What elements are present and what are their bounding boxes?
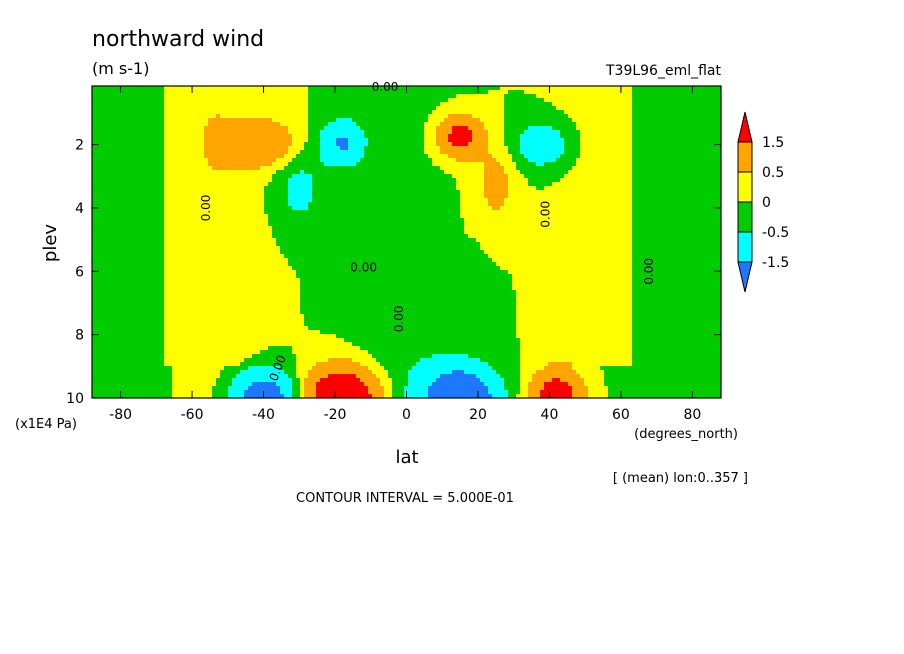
- colorbar-label: 0.5: [762, 165, 784, 181]
- x-tick-label: 40: [541, 407, 559, 423]
- colorbar-segment: [737, 141, 753, 173]
- contour-label: 0.00: [199, 195, 213, 222]
- contour-field: [92, 86, 721, 398]
- colorbar-segment: [737, 261, 753, 293]
- colorbar-label: -1.5: [762, 255, 789, 271]
- x-tick-label: -40: [252, 407, 275, 423]
- contour-label: 0.00: [538, 201, 552, 228]
- y-axis-units: (x1E4 Pa): [15, 417, 77, 432]
- footnote: [ (mean) lon:0..357 ]: [613, 471, 748, 486]
- x-tick-label: -20: [324, 407, 347, 423]
- x-axis-label: lat: [395, 447, 418, 468]
- x-tick-label: 20: [469, 407, 487, 423]
- colorbar-label: 1.5: [762, 135, 784, 151]
- colorbar-segment: [737, 231, 753, 263]
- x-tick-label: 60: [612, 407, 630, 423]
- dataset-label: T39L96_eml_flat: [605, 63, 722, 79]
- y-axis-label: plev: [40, 224, 61, 263]
- colorbar-segment: [737, 111, 753, 143]
- x-axis-units: (degrees_north): [634, 427, 738, 442]
- x-tick-label: 80: [683, 407, 701, 423]
- y-tick-label: 8: [75, 328, 84, 344]
- contour-label: 0.00: [642, 258, 656, 285]
- colorbar: 1.5 0.5 0 -0.5 -1.5: [737, 111, 789, 293]
- y-tick-label: 2: [75, 138, 84, 154]
- contour-label: 0.00: [350, 260, 377, 274]
- colorbar-label: 0: [762, 195, 771, 211]
- x-tick-label: 0: [402, 407, 411, 423]
- y-tick-label: 10: [66, 391, 84, 407]
- x-tick-label: -60: [181, 407, 204, 423]
- chart-units: (m s-1): [92, 59, 149, 78]
- chart-title: northward wind: [92, 27, 264, 52]
- contour-label: 0.00: [372, 80, 399, 94]
- colorbar-segment: [737, 201, 753, 233]
- colorbar-segment: [737, 171, 753, 203]
- x-tick-label: -80: [109, 407, 132, 423]
- colorbar-label: -0.5: [762, 225, 789, 241]
- contour-label: 0.00: [392, 305, 406, 332]
- contour-interval-text: CONTOUR INTERVAL = 5.000E-01: [296, 491, 514, 506]
- y-tick-label: 4: [75, 201, 84, 217]
- y-tick-label: 6: [75, 264, 84, 280]
